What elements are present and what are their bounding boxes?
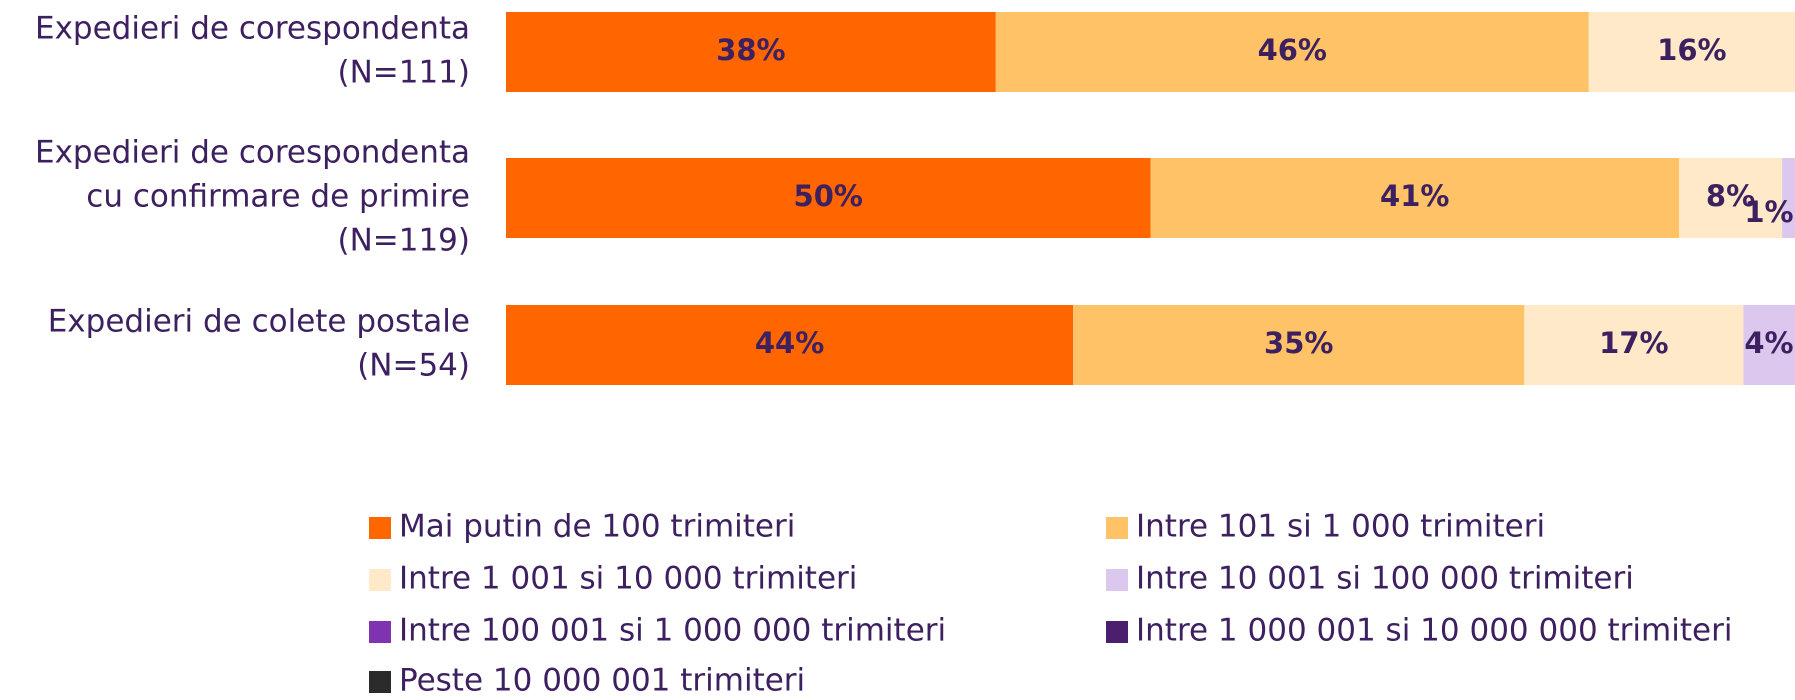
legend-swatch	[369, 621, 391, 643]
data-label: 41%	[1380, 179, 1449, 213]
bar-segment	[506, 158, 1151, 238]
category-label: Expedieri de colete postale	[48, 304, 470, 340]
legend-swatch	[369, 517, 391, 539]
bar-segment	[506, 305, 1074, 385]
data-label: 1%	[1744, 195, 1793, 229]
category-label: cu confirmare de primire	[86, 179, 470, 215]
data-label: 38%	[716, 33, 785, 67]
data-label: 16%	[1657, 33, 1726, 67]
bar-segment	[1150, 158, 1679, 238]
legend-label: Mai putin de 100 trimiteri	[399, 509, 795, 545]
data-label: 44%	[755, 326, 824, 360]
bar-segment	[1678, 158, 1783, 238]
data-label: 50%	[794, 179, 863, 213]
category-label: (N=111)	[337, 55, 470, 91]
legend-label: Intre 101 si 1 000 trimiteri	[1136, 509, 1545, 545]
category-label: (N=119)	[337, 223, 470, 259]
bar-segment	[1073, 305, 1525, 385]
legend-label: Intre 100 001 si 1 000 000 trimiteri	[399, 613, 946, 649]
legend-label: Intre 1 000 001 si 10 000 000 trimiteri	[1136, 613, 1732, 649]
legend-swatch	[1106, 569, 1128, 591]
legend-swatch	[369, 569, 391, 591]
data-label: 17%	[1599, 326, 1668, 360]
legend-swatch	[369, 671, 391, 693]
legend-swatch	[1106, 621, 1128, 643]
legend-label: Intre 1 001 si 10 000 trimiteri	[399, 561, 857, 597]
bar-segment	[995, 12, 1589, 92]
bar-segment	[1743, 305, 1795, 385]
legend-swatch	[1106, 517, 1128, 539]
bar-segment	[506, 12, 996, 92]
bar-segment	[1524, 305, 1744, 385]
legend-label: Intre 10 001 si 100 000 trimiteri	[1136, 561, 1634, 597]
bar-segment	[1782, 158, 1795, 238]
data-label: 8%	[1706, 179, 1755, 213]
category-label: Expedieri de corespondenta	[35, 135, 470, 171]
data-label: 35%	[1264, 326, 1333, 360]
legend-label: Peste 10 000 001 trimiteri	[399, 663, 805, 699]
category-label: Expedieri de corespondenta	[35, 11, 470, 47]
data-label: 4%	[1744, 326, 1793, 360]
category-label: (N=54)	[357, 348, 470, 384]
bar-segment	[1588, 12, 1795, 92]
data-label: 46%	[1258, 33, 1327, 67]
